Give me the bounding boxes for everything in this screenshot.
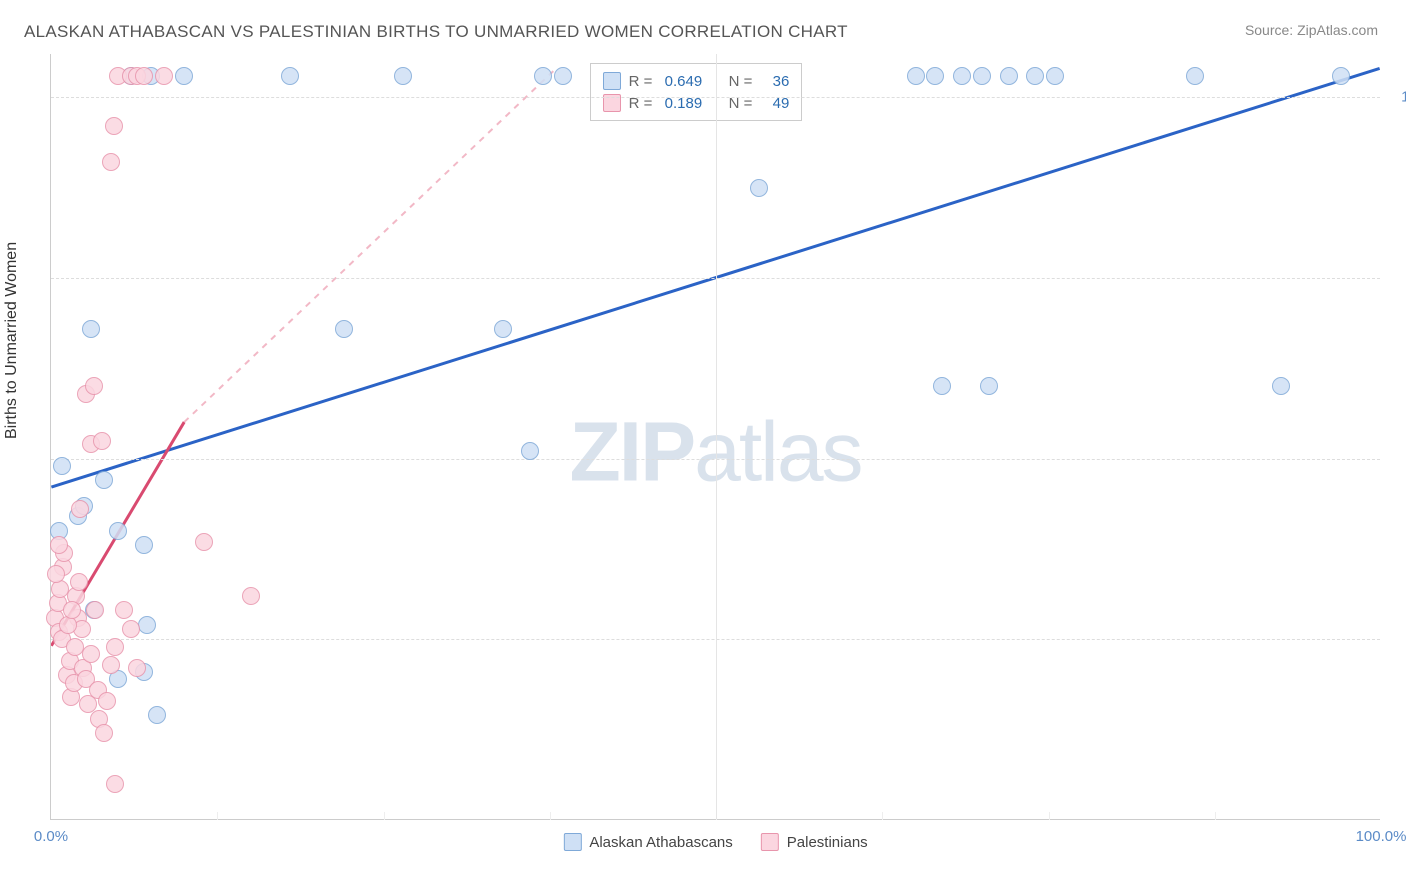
scatter-point bbox=[70, 573, 88, 591]
scatter-point bbox=[175, 67, 193, 85]
scatter-point bbox=[281, 67, 299, 85]
scatter-point bbox=[1026, 67, 1044, 85]
x-tick bbox=[550, 812, 551, 820]
scatter-point bbox=[394, 67, 412, 85]
scatter-point bbox=[1272, 377, 1290, 395]
gridline-x bbox=[716, 54, 717, 819]
chart-plot-area: ZIPatlas R =0.649N =36R =0.189N =49 Alas… bbox=[50, 54, 1380, 820]
x-tick bbox=[384, 812, 385, 820]
scatter-point bbox=[95, 471, 113, 489]
scatter-point bbox=[554, 67, 572, 85]
scatter-point bbox=[933, 377, 951, 395]
scatter-point bbox=[494, 320, 512, 338]
scatter-point bbox=[47, 565, 65, 583]
scatter-point bbox=[534, 67, 552, 85]
scatter-point bbox=[105, 117, 123, 135]
y-tick-label: 100.0% bbox=[1401, 89, 1406, 106]
scatter-point bbox=[1046, 67, 1064, 85]
scatter-point bbox=[926, 67, 944, 85]
scatter-point bbox=[109, 522, 127, 540]
scatter-point bbox=[138, 616, 156, 634]
y-axis-label: Births to Unmarried Women bbox=[3, 242, 21, 439]
scatter-point bbox=[521, 442, 539, 460]
scatter-point bbox=[242, 587, 260, 605]
scatter-point bbox=[85, 377, 103, 395]
series-legend: Alaskan Athabascans Palestinians bbox=[563, 833, 867, 851]
scatter-point bbox=[953, 67, 971, 85]
scatter-point bbox=[750, 179, 768, 197]
legend-swatch bbox=[761, 833, 779, 851]
legend-label: Palestinians bbox=[787, 834, 868, 851]
scatter-point bbox=[106, 775, 124, 793]
x-tick bbox=[1049, 812, 1050, 820]
scatter-point bbox=[82, 320, 100, 338]
r-value: 0.649 bbox=[665, 73, 721, 90]
scatter-point bbox=[115, 601, 133, 619]
scatter-point bbox=[195, 533, 213, 551]
scatter-point bbox=[128, 659, 146, 677]
n-label: N = bbox=[729, 73, 765, 90]
n-value: 36 bbox=[773, 73, 790, 90]
scatter-point bbox=[50, 536, 68, 554]
scatter-point bbox=[980, 377, 998, 395]
chart-title: ALASKAN ATHABASCAN VS PALESTINIAN BIRTHS… bbox=[24, 22, 848, 42]
correlation-legend-box: R = 0.649 N = 36 R =0.189N =49 bbox=[590, 63, 803, 121]
scatter-point bbox=[335, 320, 353, 338]
scatter-point bbox=[93, 432, 111, 450]
scatter-point bbox=[95, 724, 113, 742]
scatter-point bbox=[71, 500, 89, 518]
x-tick bbox=[882, 812, 883, 820]
scatter-point bbox=[1332, 67, 1350, 85]
scatter-point bbox=[98, 692, 116, 710]
legend-item: Alaskan Athabascans bbox=[563, 833, 732, 851]
scatter-point bbox=[1186, 67, 1204, 85]
x-tick bbox=[217, 812, 218, 820]
scatter-point bbox=[122, 620, 140, 638]
scatter-point bbox=[148, 706, 166, 724]
scatter-point bbox=[63, 601, 81, 619]
x-tick-label: 0.0% bbox=[34, 828, 68, 845]
scatter-point bbox=[102, 656, 120, 674]
scatter-point bbox=[86, 601, 104, 619]
scatter-point bbox=[135, 67, 153, 85]
scatter-point bbox=[102, 153, 120, 171]
scatter-point bbox=[106, 638, 124, 656]
legend-label: Alaskan Athabascans bbox=[589, 834, 732, 851]
x-tick-label: 100.0% bbox=[1356, 828, 1406, 845]
scatter-point bbox=[973, 67, 991, 85]
r-label: R = bbox=[629, 73, 657, 90]
scatter-point bbox=[53, 457, 71, 475]
legend-item: Palestinians bbox=[761, 833, 868, 851]
legend-stat-row: R = 0.649 N = 36 bbox=[603, 70, 790, 92]
x-tick bbox=[1215, 812, 1216, 820]
scatter-point bbox=[135, 536, 153, 554]
source-attribution: Source: ZipAtlas.com bbox=[1245, 22, 1378, 38]
scatter-point bbox=[155, 67, 173, 85]
legend-swatch bbox=[603, 72, 621, 90]
legend-swatch bbox=[563, 833, 581, 851]
scatter-point bbox=[907, 67, 925, 85]
legend-stat-row: R =0.189N =49 bbox=[603, 92, 790, 114]
scatter-point bbox=[82, 645, 100, 663]
scatter-point bbox=[1000, 67, 1018, 85]
